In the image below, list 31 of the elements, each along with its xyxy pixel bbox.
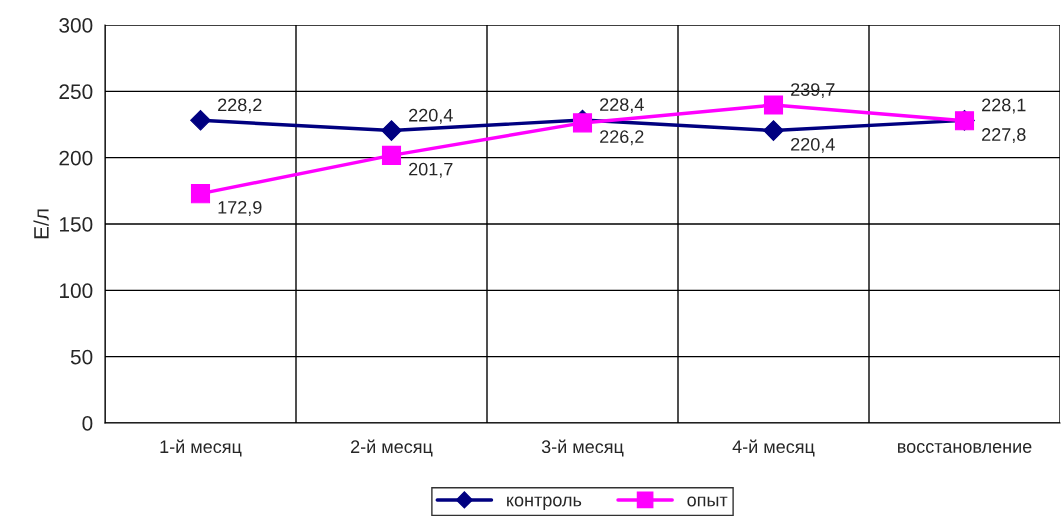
point bbox=[763, 120, 784, 141]
x-tick-label: 4-й месяц bbox=[732, 439, 815, 457]
y-tick-label: 250 bbox=[59, 84, 93, 100]
point bbox=[381, 145, 402, 165]
data-label: 228,4 bbox=[600, 98, 644, 114]
point bbox=[572, 113, 593, 133]
y-tick-label: 100 bbox=[60, 283, 93, 299]
y-tick-label: 150 bbox=[60, 217, 93, 232]
data-label: 227,8 bbox=[982, 128, 1026, 144]
point bbox=[190, 109, 211, 131]
x-tick-label: 2-й месяц bbox=[351, 439, 433, 457]
y-tick-label: 0 bbox=[82, 416, 93, 431]
x-tick-label: 1-й месяц bbox=[160, 439, 242, 457]
y-tick-label: 50 bbox=[70, 349, 93, 365]
data-label: 226,2 bbox=[600, 130, 644, 146]
x-tick-label: восстановление bbox=[898, 443, 1032, 453]
data-label: 201,7 bbox=[409, 162, 453, 178]
point bbox=[190, 184, 211, 204]
y-tick-label: 300 bbox=[59, 18, 93, 33]
point bbox=[381, 120, 402, 141]
data-label: 172,9 bbox=[218, 200, 262, 216]
x-tick-label: 3-й месяц bbox=[541, 439, 624, 457]
legend-label: опыт bbox=[687, 496, 728, 507]
y-tick-label: 200 bbox=[59, 150, 93, 166]
legend-label: контроль bbox=[507, 496, 582, 510]
data-label: 220,4 bbox=[409, 108, 453, 124]
point bbox=[763, 95, 784, 115]
data-label: 228,1 bbox=[982, 98, 1026, 114]
data-label: 220,4 bbox=[791, 137, 835, 153]
data-label: 228,2 bbox=[218, 98, 262, 114]
y-axis-title: Е/л bbox=[33, 209, 49, 239]
